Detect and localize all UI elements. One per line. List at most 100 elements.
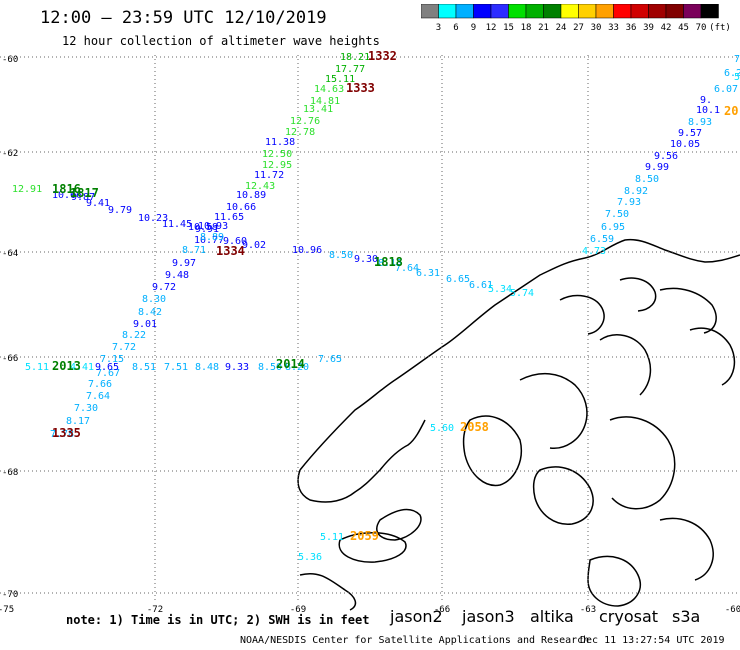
coastline-group bbox=[297, 238, 740, 611]
wave-height-labels: 18.2117.7715.1114.6314.8113.4112.7612.78… bbox=[0, 0, 740, 563]
track-time-label: 2059 bbox=[350, 529, 379, 543]
wave-height-value: 10.59 bbox=[188, 222, 218, 233]
wave-height-value: 6.95 bbox=[601, 222, 625, 233]
wave-height-value: 12.76 bbox=[290, 116, 320, 127]
wave-height-value: 6.65 bbox=[446, 274, 470, 285]
satellite-cryosat: cryosat bbox=[599, 607, 659, 626]
track-time-label: 1335 bbox=[52, 426, 81, 440]
coast-east-2 bbox=[599, 334, 652, 396]
lon-label: -63 bbox=[580, 605, 596, 615]
track-time-label: 1333 bbox=[346, 81, 375, 95]
track-time-label: 20 bbox=[724, 104, 738, 118]
wave-height-value: 9.02 bbox=[242, 240, 266, 251]
longitude-labels: -75 -72 -69 -66 -63 -60 bbox=[0, 605, 740, 615]
wave-height-value: 17.77 bbox=[335, 64, 365, 75]
wave-height-value: 10.66 bbox=[52, 190, 82, 201]
wave-height-value: 7.93 bbox=[617, 197, 641, 208]
wave-height-value: 8.42 bbox=[138, 307, 162, 318]
lon-label: -66 bbox=[434, 605, 450, 615]
wave-height-value: 9.56 bbox=[654, 151, 678, 162]
wave-height-value: 10.93 bbox=[198, 221, 228, 232]
wave-height-value: 9.99 bbox=[645, 162, 669, 173]
wave-height-value: 10.77 bbox=[194, 235, 224, 246]
wave-height-value: 5.03 bbox=[0, 0, 24, 3]
wave-height-value: 6.59 bbox=[590, 234, 614, 245]
wave-height-value: 2.29 bbox=[0, 0, 24, 3]
lon-label: -72 bbox=[147, 605, 163, 615]
wave-height-value: 8.92 bbox=[624, 186, 648, 197]
wave-height-value: 11.38 bbox=[265, 137, 295, 148]
wave-height-value: 5.34 bbox=[488, 284, 512, 295]
track-time-label: 2014 bbox=[276, 357, 305, 371]
satellite-jason2: jason2 bbox=[390, 607, 443, 626]
island-2 bbox=[338, 532, 407, 563]
color-scale-legend: 3 6 9 12 15 18 21 24 27 30 33 36 39 42 45 70 (ft) bbox=[421, 4, 731, 33]
wave-height-value: 12.91 bbox=[12, 184, 42, 195]
scale-tick-label: 30 bbox=[591, 23, 602, 33]
footer-timestamp: Dec 11 13:27:54 UTC 2019 bbox=[580, 635, 725, 646]
track-time-label: 1816 bbox=[52, 182, 81, 196]
scale-tick-label: 24 bbox=[556, 23, 567, 33]
lon-label: -75 bbox=[0, 605, 14, 615]
antarctic-peninsula-coast bbox=[299, 238, 740, 471]
graticule bbox=[0, 55, 740, 600]
note-text: note: 1) Time is in UTC; 2) SWH is in fe… bbox=[66, 613, 370, 627]
satellite-s3a: s3a bbox=[672, 607, 701, 626]
wave-height-value: 0.41 bbox=[0, 0, 24, 3]
wave-height-value: 12.50 bbox=[262, 149, 292, 160]
scale-tick-label: 33 bbox=[608, 23, 619, 33]
track-time-label: 1818 bbox=[374, 255, 403, 269]
scale-tick-label: 45 bbox=[678, 23, 689, 33]
wave-height-value: 11.72 bbox=[254, 170, 284, 181]
wave-height-value: 9.57 bbox=[678, 128, 702, 139]
wave-height-value: 6.31 bbox=[416, 268, 440, 279]
wave-height-value: 10.96 bbox=[292, 245, 322, 256]
coastal-inlet-south bbox=[299, 573, 357, 611]
lon-label: -69 bbox=[290, 605, 306, 615]
wave-height-value: 10.23 bbox=[138, 213, 168, 224]
wave-height-value: 9.48 bbox=[165, 270, 189, 281]
wave-height-value: 8.48 bbox=[195, 362, 219, 373]
coast-east-3 bbox=[532, 466, 594, 525]
wave-height-value: 7.65 bbox=[318, 354, 342, 365]
wave-height-value: 9. bbox=[700, 95, 712, 106]
wave-height-value: 12.78 bbox=[285, 127, 315, 138]
footer-source: NOAA/NESDIS Center for Satellite Applica… bbox=[240, 635, 590, 646]
wave-height-value: 8.51 bbox=[132, 362, 156, 373]
wave-height-value: 7.30 bbox=[74, 403, 98, 414]
page-subtitle: 12 hour collection of altimeter wave hei… bbox=[62, 34, 380, 48]
track-time-label: 2058 bbox=[460, 420, 489, 434]
wave-height-value: 9.87 bbox=[71, 192, 95, 203]
wave-height-value: 14.81 bbox=[310, 96, 340, 107]
scale-tick-label: 21 bbox=[538, 23, 549, 33]
lat-label: -62 bbox=[2, 149, 18, 159]
wave-height-value: 5.60 bbox=[430, 423, 454, 434]
wave-height-value: 9.91 bbox=[195, 224, 219, 235]
wave-height-value: 6.07 bbox=[714, 84, 738, 95]
lon-label: -60 bbox=[725, 605, 740, 615]
wave-height-value: 13.41 bbox=[303, 104, 333, 115]
wave-height-value: 8.17 bbox=[66, 416, 90, 427]
scale-tick-label: 27 bbox=[573, 23, 584, 33]
track-time-label: 2013 bbox=[52, 359, 81, 373]
coast-east-6 bbox=[659, 517, 714, 581]
wave-height-value: 10.1 bbox=[696, 105, 720, 116]
wave-height-value: 11.45 bbox=[162, 219, 192, 230]
wave-height-value: 6.21 bbox=[724, 68, 740, 79]
scale-tick-label: 36 bbox=[626, 23, 637, 33]
scale-tick-label: 39 bbox=[643, 23, 654, 33]
wave-height-value: 5.11 bbox=[320, 532, 344, 543]
lat-label: -60 bbox=[2, 55, 18, 65]
wave-height-value: 10.66 bbox=[226, 202, 256, 213]
scale-tick-label: 15 bbox=[503, 23, 514, 33]
lat-label: -64 bbox=[2, 249, 18, 259]
wave-height-value: 7.72 bbox=[112, 342, 136, 353]
wave-height-value: 8.20 bbox=[285, 362, 309, 373]
wave-height-value: 5.74 bbox=[734, 72, 740, 83]
scale-tick-label: 70 bbox=[696, 23, 707, 33]
wave-height-value: 9.01 bbox=[133, 319, 157, 330]
peninsula-west-coast bbox=[297, 419, 426, 503]
wave-height-value: 5.74 bbox=[510, 288, 534, 299]
